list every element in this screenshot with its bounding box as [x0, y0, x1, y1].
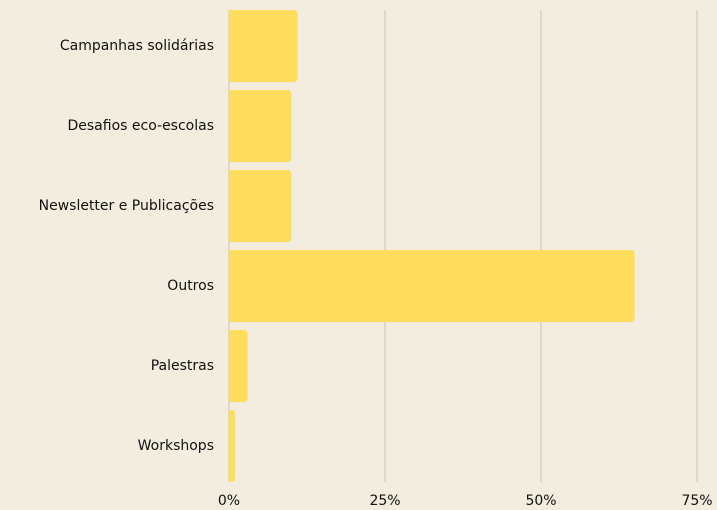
y-tick-label: Desafios eco-escolas: [67, 118, 214, 134]
x-tick-label: 50%: [525, 493, 556, 509]
y-tick-label: Newsletter e Publicações: [39, 198, 214, 214]
y-tick-label: Campanhas solidárias: [60, 38, 214, 54]
y-tick-label: Workshops: [138, 438, 214, 454]
y-tick-label: Outros: [167, 278, 214, 294]
bar: [229, 250, 635, 322]
x-tick-label: 0%: [218, 493, 240, 509]
x-tick-label: 25%: [369, 493, 400, 509]
y-tick-label: Palestras: [151, 358, 214, 374]
bar: [229, 330, 248, 402]
bar: [229, 410, 236, 482]
bar: [229, 170, 292, 242]
x-tick-label: 75%: [681, 493, 712, 509]
bar: [229, 90, 292, 162]
bar: [229, 10, 298, 82]
